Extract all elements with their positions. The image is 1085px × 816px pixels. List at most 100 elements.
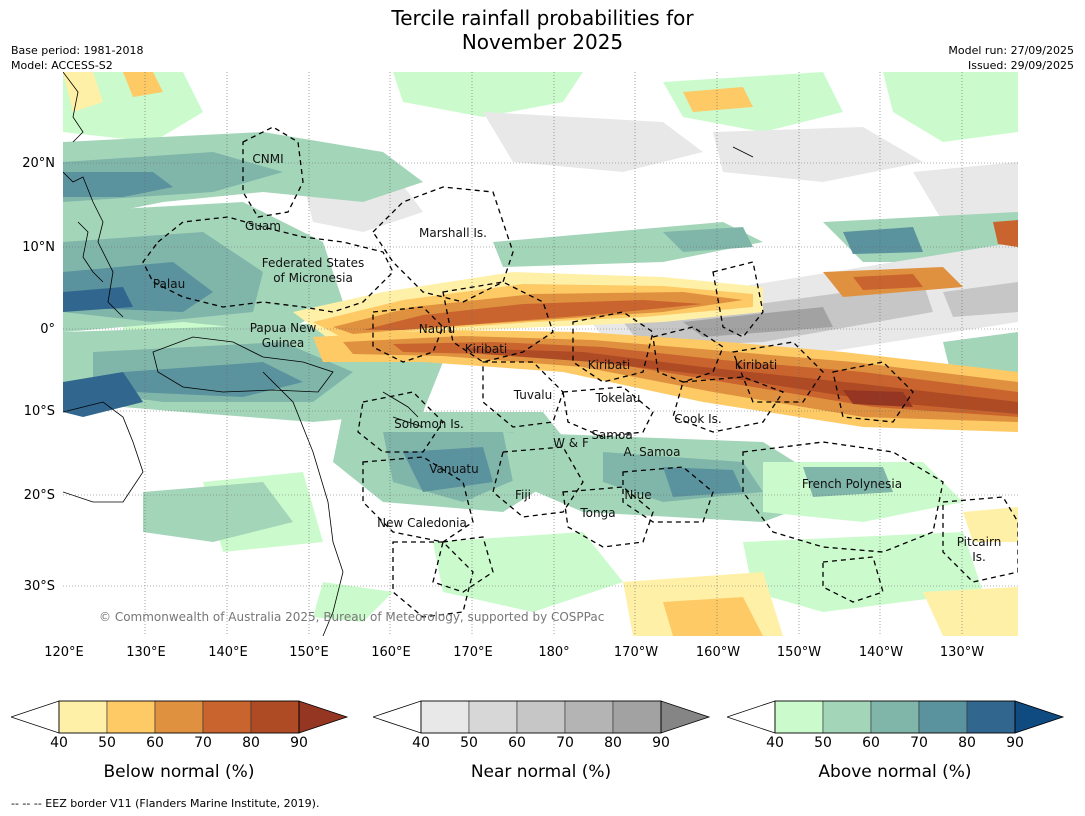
below-swatch-60-70: [154, 700, 204, 734]
near-tick: 40: [412, 735, 430, 751]
near-swatch-70-80: [564, 700, 614, 734]
eez-borders: [142, 126, 1018, 618]
above-tick: 90: [1006, 735, 1024, 751]
label-tuvalu: Tuvalu: [513, 388, 553, 402]
near-swatch-80-90: [612, 700, 662, 734]
label-solomon-is: Solomon Is.: [394, 417, 464, 431]
meta-left: Base period: 1981-2018 Model: ACCESS-S2: [11, 43, 143, 73]
label-palau: Palau: [153, 277, 185, 291]
colorbar-below-lower-extension: [11, 700, 60, 734]
meta-right: Model run: 27/09/2025 Issued: 29/09/2025: [948, 43, 1074, 73]
label-vanuatu: Vanuatu: [429, 462, 479, 476]
place-labels: CNMI Guam Marshall Is. Federated States …: [153, 152, 1001, 564]
label-fsm-line1: Federated States: [262, 256, 364, 270]
near-tick: 60: [508, 735, 526, 751]
land-outlines: [63, 72, 754, 636]
colorbar-below-swatches: [58, 700, 300, 734]
label-kiribati-central: Kiribati: [588, 358, 630, 372]
lat-label-30s: 30°S: [23, 579, 55, 594]
below-tick: 60: [146, 735, 164, 751]
above-tick: 70: [910, 735, 928, 751]
below-swatch-40-50: [58, 700, 108, 734]
label-american-samoa: A. Samoa: [624, 445, 681, 459]
below-swatch-50-60: [106, 700, 156, 734]
label-new-caledonia: New Caledonia: [377, 516, 467, 530]
colorbar-near-upper-extension: [660, 700, 711, 734]
near-tick: 90: [652, 735, 670, 751]
grid-lines: [63, 72, 1018, 636]
below-tick: 80: [242, 735, 260, 751]
lon-label-170e: 170°E: [453, 645, 493, 660]
label-tonga: Tonga: [579, 506, 615, 520]
label-pitcairn-line2: Is.: [972, 550, 986, 564]
colorbar-above-lower-extension: [727, 700, 776, 734]
map-title: Tercile rainfall probabilities for Novem…: [0, 6, 1085, 54]
below-tick: 90: [290, 735, 308, 751]
label-cook-is: Cook Is.: [674, 412, 721, 426]
model-name: Model: ACCESS-S2: [11, 59, 113, 72]
below-normal-regions: [123, 72, 1018, 636]
lon-label-160w: 160°W: [695, 645, 741, 660]
lon-label-140e: 140°E: [208, 645, 248, 660]
near-swatch-50-60: [468, 700, 518, 734]
colorbar-near-swatches: [420, 700, 662, 734]
near-swatch-60-70: [516, 700, 566, 734]
label-kiribati-west: Kiribati: [465, 342, 507, 356]
above-tick: 40: [766, 735, 784, 751]
lon-label-130e: 130°E: [126, 645, 166, 660]
near-tick: 80: [604, 735, 622, 751]
label-nauru: Nauru: [419, 322, 455, 336]
label-guam: Guam: [245, 219, 281, 233]
below-tick: 70: [194, 735, 212, 751]
label-french-polynesia: French Polynesia: [802, 477, 902, 491]
colorbar-near-lower-extension: [373, 700, 422, 734]
lat-label-0: 0°: [40, 322, 55, 337]
model-run: Model run: 27/09/2025: [948, 44, 1074, 57]
label-pitcairn-line1: Pitcairn: [957, 535, 1002, 549]
colorbar-near-title: Near normal (%): [470, 762, 612, 782]
near-swatch-40-50: [420, 700, 470, 734]
lon-label-160e: 160°E: [371, 645, 411, 660]
lon-label-140w: 140°W: [858, 645, 904, 660]
label-wallis-futuna: W & F: [553, 436, 589, 450]
lon-label-120e: 120°E: [44, 645, 84, 660]
below-swatch-70-80: [202, 700, 252, 734]
map-svg: CNMI Guam Marshall Is. Federated States …: [63, 72, 1018, 636]
label-niue: Niue: [624, 488, 651, 502]
lon-label-130w: 130°W: [939, 645, 985, 660]
near-tick: 50: [460, 735, 478, 751]
eez-footnote: -- -- -- EEZ border V11 (Flanders Marine…: [11, 797, 320, 810]
colorbar-above-swatches: [774, 700, 1016, 734]
lat-label-20n: 20°N: [22, 156, 55, 171]
colorbar-below-title: Below normal (%): [103, 762, 255, 782]
base-period: Base period: 1981-2018: [11, 44, 144, 57]
lon-label-150w: 150°W: [776, 645, 822, 660]
title-line-1: Tercile rainfall probabilities for: [391, 6, 694, 30]
label-fsm-line2: of Micronesia: [273, 271, 353, 285]
above-swatch-80-90: [966, 700, 1016, 734]
label-tokelau: Tokelau: [595, 391, 641, 405]
label-fiji: Fiji: [515, 488, 531, 502]
label-cnmi: CNMI: [252, 152, 283, 166]
label-png-line2: Guinea: [262, 336, 305, 350]
colorbar-above-title: Above normal (%): [818, 762, 972, 782]
title-line-2: November 2025: [461, 30, 624, 54]
label-samoa: Samoa: [591, 428, 632, 442]
lat-label-10s: 10°S: [23, 404, 55, 419]
lon-label-170w: 170°W: [613, 645, 659, 660]
above-tick: 50: [814, 735, 832, 751]
label-kiribati-east: Kiribati: [735, 358, 777, 372]
label-marshall-is: Marshall Is.: [419, 226, 487, 240]
near-tick: 70: [556, 735, 574, 751]
above-tick: 80: [958, 735, 976, 751]
below-swatch-80-90: [250, 700, 300, 734]
lon-label-180: 180°: [538, 645, 570, 660]
colorbar-above-upper-extension: [1014, 700, 1065, 734]
above-swatch-40-50: [774, 700, 824, 734]
colorbar-near-normal: [373, 700, 711, 734]
above-swatch-50-60: [822, 700, 872, 734]
label-png-line1: Papua New: [250, 321, 317, 335]
above-swatch-60-70: [870, 700, 920, 734]
copyright-notice: © Commonwealth of Australia 2025, Bureau…: [99, 610, 604, 624]
above-tick: 60: [862, 735, 880, 751]
